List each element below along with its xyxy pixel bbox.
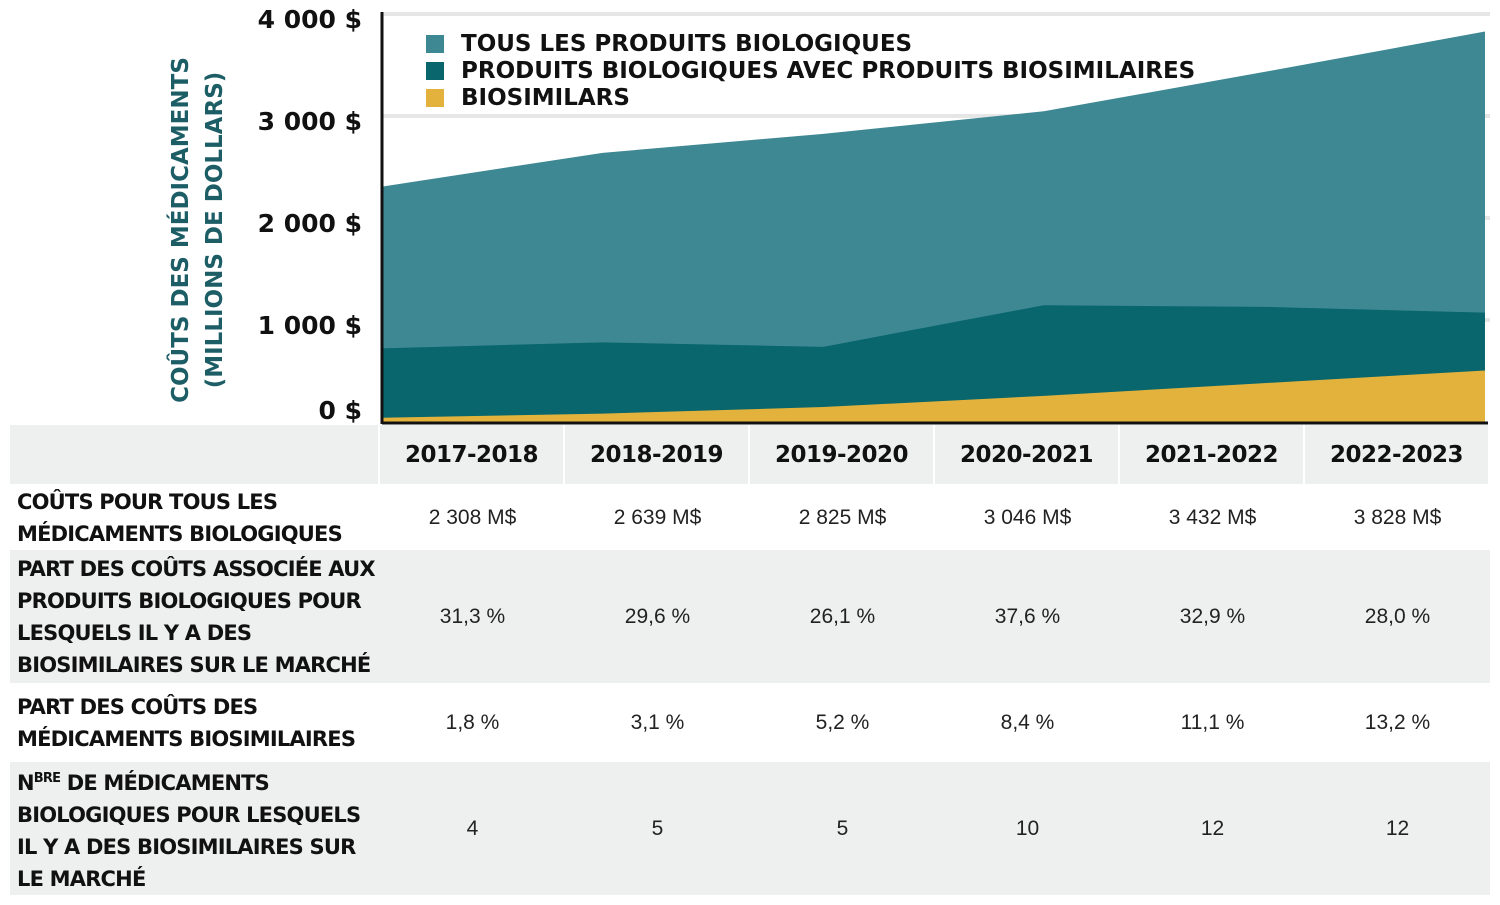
area-chart: 0 $ 1 000 $ 2 000 $ 3 000 $ 4 000 $ [258, 5, 1490, 425]
table-cell: 31,3 % [380, 550, 565, 683]
legend-swatch [426, 34, 444, 53]
y-tick-label: 3 000 $ [258, 107, 362, 136]
y-axis-title-line1: COÛTS DES MÉDICAMENTS [168, 57, 194, 403]
table-cell: 12 [1120, 762, 1305, 895]
table-cell: 37,6 % [935, 550, 1120, 683]
legend-item-biosimilars: BIOSIMILARS [426, 84, 1195, 111]
row-label: PART DES COÛTS DES MÉDICAMENTS BIOSIMILA… [10, 683, 380, 762]
y-tick-label: 0 $ [319, 396, 363, 425]
table-cell: 13,2 % [1364, 710, 1431, 734]
row-label: COÛTS POUR TOUS LES MÉDICAMENTS BIOLOGIQ… [10, 486, 380, 550]
column-header: 2021-2022 [1120, 425, 1303, 484]
legend-item-biologics-with-biosimilars: PRODUITS BIOLOGIQUES AVEC PRODUITS BIOSI… [426, 57, 1195, 84]
table-cell: 26,1 % [750, 550, 935, 683]
row-label: PART DES COÛTS ASSOCIÉE AUX PRODUITS BIO… [10, 550, 380, 683]
table-cell: 5 [750, 762, 935, 895]
legend-item-all-biologics: TOUS LES PRODUITS BIOLOGIQUES [426, 30, 1195, 57]
legend-label: BIOSIMILARS [461, 84, 630, 111]
column-header: 2018-2019 [565, 425, 748, 484]
row-label-text: PART DES COÛTS ASSOCIÉE AUX PRODUITS BIO… [17, 556, 376, 677]
table-cell: 11,1 % [1180, 710, 1245, 734]
column-header: 2022-2023 [1305, 425, 1488, 484]
row-label-prefix: N [17, 770, 35, 795]
row-label-text: PART DES COÛTS DES MÉDICAMENTS BIOSIMILA… [17, 694, 356, 751]
y-axis-title-line2: (MILLIONS DE DOLLARS) [202, 71, 228, 389]
row-label-superscript: BRE [33, 770, 61, 786]
table-cell: 29,6 % [565, 550, 750, 683]
y-axis-title: COÛTS DES MÉDICAMENTS (MILLIONS DE DOLLA… [164, 57, 232, 403]
column-header: 2017-2018 [380, 425, 563, 484]
y-tick-label: 2 000 $ [258, 209, 362, 238]
legend-swatch [426, 88, 444, 107]
table-corner [10, 425, 378, 484]
table-cell: 4 [380, 762, 565, 895]
table-cell: 10 [935, 762, 1120, 895]
area-series-2 [382, 370, 1485, 422]
table-cell: 8,4 % [1000, 710, 1055, 734]
table-body: COÛTS POUR TOUS LES MÉDICAMENTS BIOLOGIQ… [10, 486, 1490, 895]
legend-label: TOUS LES PRODUITS BIOLOGIQUES [461, 30, 913, 57]
table-cell: 3 828 M$ [1353, 506, 1442, 529]
table-cell: 28,0 % [1305, 550, 1490, 683]
table-cell: 3 432 M$ [1168, 506, 1257, 529]
legend: TOUS LES PRODUITS BIOLOGIQUES PRODUITS B… [426, 30, 1195, 111]
table-cell: 5,2 % [815, 710, 870, 734]
table-cell: 2 825 M$ [798, 506, 887, 529]
row-label: NBRE DE MÉDICAMENTS BIOLOGIQUES POUR LES… [10, 762, 380, 895]
row-label-text: COÛTS POUR TOUS LES MÉDICAMENTS BIOLOGIQ… [17, 490, 343, 546]
column-header: 2019-2020 [750, 425, 933, 484]
y-tick-label: 4 000 $ [258, 5, 362, 34]
table-cell: 5 [565, 762, 750, 895]
table-cell: 3 046 M$ [983, 506, 1072, 529]
legend-label: PRODUITS BIOLOGIQUES AVEC PRODUITS BIOSI… [461, 57, 1196, 84]
data-table: 2017-2018 2018-2019 2019-2020 2020-2021 … [10, 425, 1488, 484]
table-cell: 12 [1305, 762, 1490, 895]
row-label-text: DE MÉDICAMENTS BIOLOGIQUES POUR LESQUELS… [17, 770, 361, 891]
table-cell: 2 639 M$ [613, 506, 702, 529]
table-cell: 2 308 M$ [428, 506, 517, 529]
table-cell: 32,9 % [1120, 550, 1305, 683]
table-cell: 1,8 % [445, 710, 500, 734]
legend-swatch [426, 61, 444, 80]
table-cell: 3,1 % [630, 710, 685, 734]
y-tick-label: 1 000 $ [258, 311, 362, 340]
column-header: 2020-2021 [935, 425, 1118, 484]
